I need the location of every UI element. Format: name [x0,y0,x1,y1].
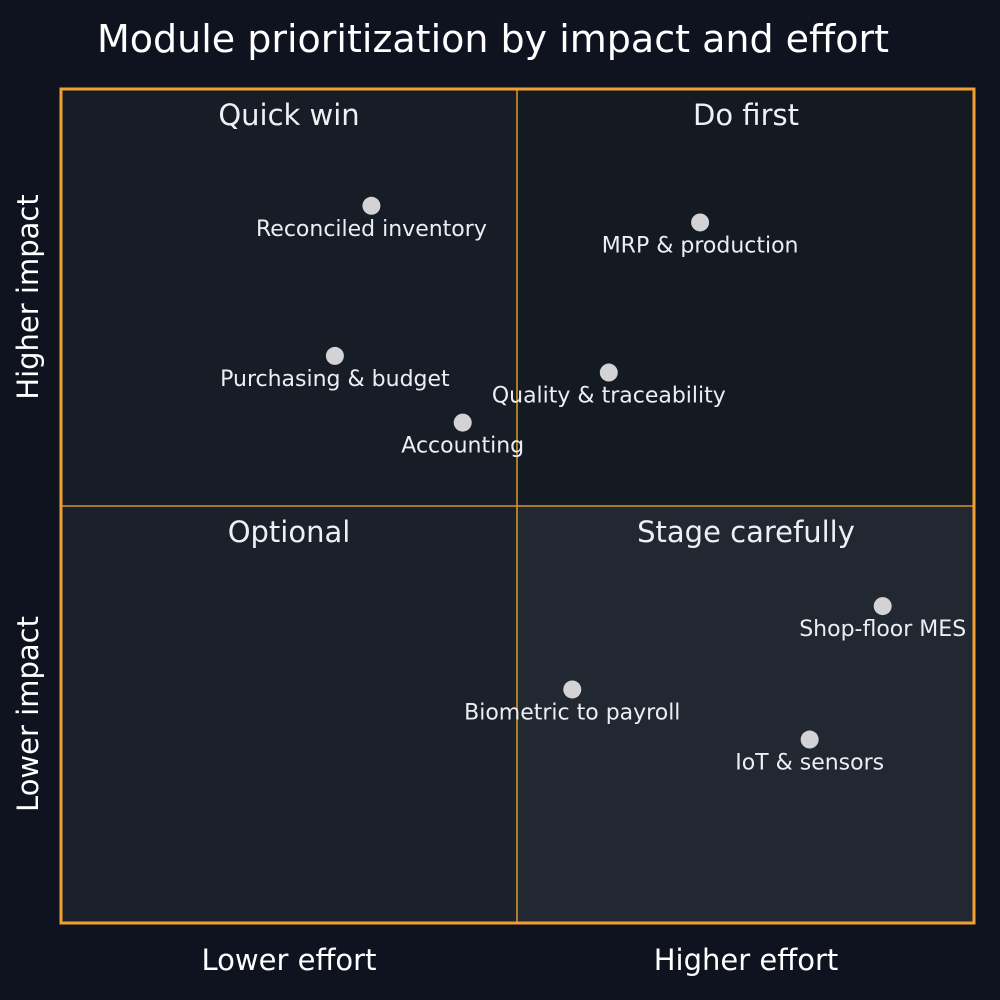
data-point-purchasing-budget: Purchasing & budget [220,346,450,392]
quadrant-label-optional: Optional [228,515,351,549]
x-axis-label-low: Lower effort [202,943,377,977]
y-axis-label-low: Lower impact [11,616,45,812]
data-point-marker [325,346,344,365]
data-point-label: Accounting [401,434,524,459]
data-points: Reconciled inventory MRP & production Purc… [220,196,966,776]
data-point-marker [599,363,618,382]
quadrant-quick-win [61,89,517,506]
data-point-accounting: Accounting [401,413,524,459]
data-point-label: Quality & traceability [492,384,726,409]
quadrant-label-stage-carefully: Stage carefully [637,515,855,549]
data-point-label: IoT & sensors [735,751,884,776]
data-point-marker [563,680,582,699]
data-point-quality-traceability: Quality & traceability [492,363,726,409]
data-point-biometric-to-payroll: Biometric to payroll [464,680,680,725]
quadrant-optional [61,506,517,923]
data-point-marker [362,196,381,215]
quadrant-label-quick-win: Quick win [218,98,359,132]
data-point-marker [691,213,710,232]
data-point-marker [800,730,819,749]
data-point-label: MRP & production [602,233,799,258]
data-point-mrp-production: MRP & production [602,213,799,258]
data-point-iot-sensors: IoT & sensors [735,730,884,776]
quadrant-label-do-first: Do first [693,98,799,132]
quadrant-do-first [517,89,974,506]
data-point-label: Biometric to payroll [464,700,680,725]
data-point-marker [453,413,472,432]
data-point-marker [873,597,892,616]
plot-frame [59,87,976,925]
data-point-shop-floor-mes: Shop-floor MES [799,597,966,642]
y-axis-label-high: Higher impact [11,194,45,399]
plot-area: Quick win Do first Optional Stage carefu… [59,87,976,925]
data-point-reconciled-inventory: Reconciled inventory [256,196,487,242]
data-point-label: Reconciled inventory [256,217,487,242]
data-point-label: Purchasing & budget [220,367,450,392]
chart-title: Module prioritization by impact and effo… [97,17,889,61]
quadrant-stage-carefully [517,506,974,923]
data-point-label: Shop-floor MES [799,617,966,642]
x-axis-label-high: Higher effort [654,943,839,977]
